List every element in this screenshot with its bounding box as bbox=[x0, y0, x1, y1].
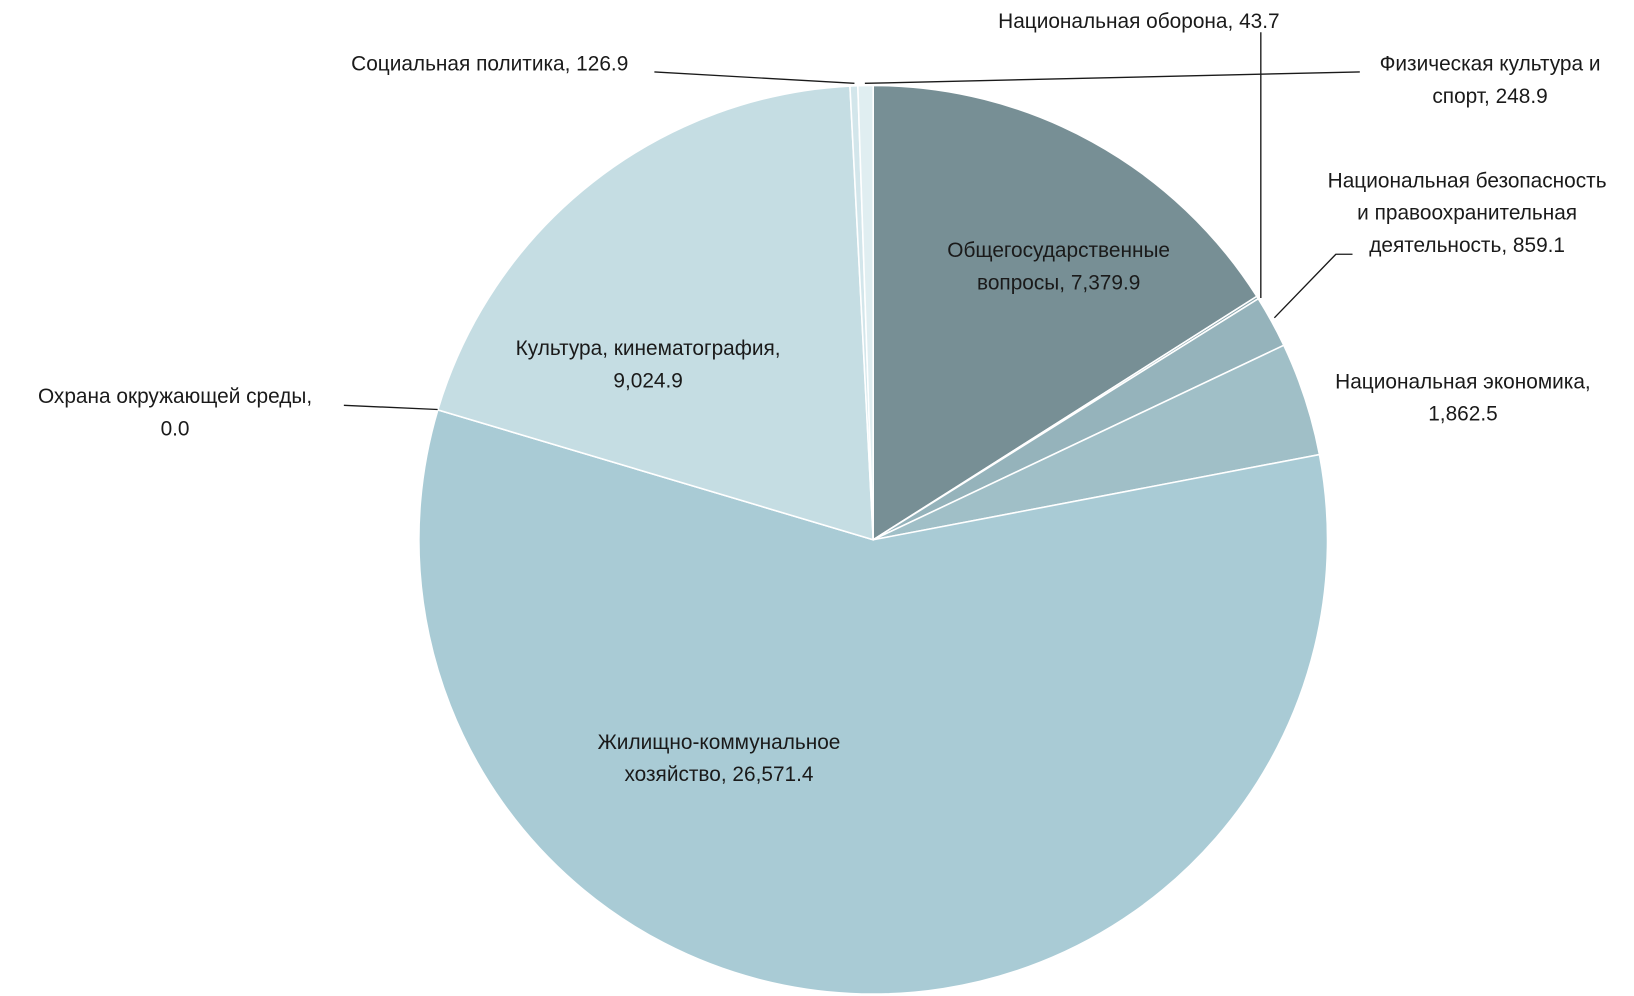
data-label: Физическая культура и спорт, 248.9 bbox=[1380, 52, 1601, 107]
leader-line bbox=[343, 404, 438, 411]
data-label: Охрана окружающей среды, 0.0 bbox=[38, 385, 312, 440]
label-line: 1,862.5 bbox=[1428, 402, 1498, 425]
data-label: Общегосударственные вопросы, 7,379.9 bbox=[947, 239, 1170, 294]
label-line: Социальная политика, 126.9 bbox=[351, 52, 628, 75]
data-label: Культура, кинематография, 9,024.9 bbox=[516, 337, 781, 392]
leader-line bbox=[864, 71, 1360, 85]
label-line: спорт, 248.9 bbox=[1432, 84, 1547, 107]
label-line: Физическая культура и bbox=[1380, 52, 1601, 75]
data-label: Национальная оборона, 43.7 bbox=[998, 9, 1279, 32]
label-line: Национальная безопасность bbox=[1328, 169, 1607, 192]
label-line: Охрана окружающей среды, bbox=[38, 385, 312, 408]
data-label: Национальная экономика, 1,862.5 bbox=[1335, 370, 1591, 425]
label-line: хозяйство, 26,571.4 bbox=[624, 763, 813, 786]
data-label: Национальная безопасность и правоохраните… bbox=[1328, 169, 1607, 257]
label-line: Национальная оборона, 43.7 bbox=[998, 9, 1279, 32]
label-line: Жилищно-коммунальное bbox=[598, 730, 841, 753]
pie-slice bbox=[418, 408, 1329, 995]
label-line: Национальная экономика, bbox=[1335, 370, 1591, 393]
pie-slice bbox=[856, 84, 874, 540]
pie-slice bbox=[436, 85, 875, 541]
leader-line bbox=[1273, 253, 1353, 319]
plot-area: Общегосударственные вопросы, 7,379.9 Нацио… bbox=[38, 9, 1607, 995]
label-line: деятельность, 859.1 bbox=[1369, 233, 1565, 256]
label-line: вопросы, 7,379.9 bbox=[977, 271, 1140, 294]
label-line: Общегосударственные bbox=[947, 239, 1170, 262]
label-line: Культура, кинематография, bbox=[516, 337, 781, 360]
pie-slice bbox=[872, 84, 1258, 542]
data-label: Социальная политика, 126.9 bbox=[351, 52, 628, 75]
label-line: 9,024.9 bbox=[613, 369, 683, 392]
data-label: Жилищно-коммунальное хозяйство, 26,571.4 bbox=[598, 730, 841, 785]
label-line: и правоохранительная bbox=[1357, 201, 1577, 224]
leader-line bbox=[654, 71, 855, 85]
label-line: 0.0 bbox=[161, 417, 190, 440]
